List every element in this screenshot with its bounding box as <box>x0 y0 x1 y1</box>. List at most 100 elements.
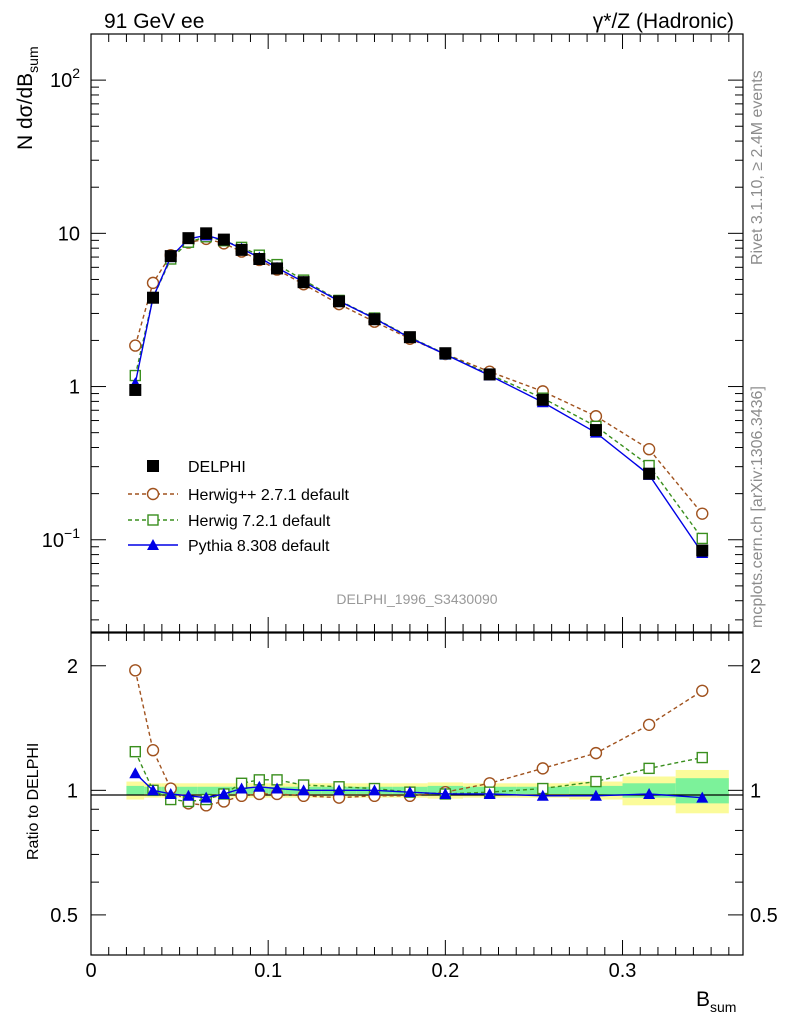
ratio-point <box>271 782 284 794</box>
legend-label: Herwig 7.2.1 default <box>188 513 331 530</box>
data-point <box>589 424 602 437</box>
y-tick-label-base: 10 <box>50 70 72 92</box>
x-tick-label: 0.1 <box>254 960 282 982</box>
data-point <box>182 232 195 245</box>
ratio-point <box>696 684 709 697</box>
data-point <box>235 243 248 256</box>
data-point <box>217 233 230 246</box>
ratio-point <box>696 791 709 803</box>
energy-label: 91 GeV ee <box>104 10 204 33</box>
ratio-point <box>129 664 142 677</box>
ratio-point <box>643 787 656 799</box>
ratio-point <box>590 775 602 788</box>
data-point <box>536 393 549 406</box>
x-axis-title-main: B <box>696 988 710 1011</box>
y-tick-label: 102 <box>50 65 80 92</box>
data-point <box>129 339 142 352</box>
ratio-point <box>200 791 213 803</box>
data-point <box>271 262 284 275</box>
ratio-point <box>536 762 549 775</box>
data-point <box>200 227 213 240</box>
main-y-axis-title-sub: sum <box>25 46 41 72</box>
main-series <box>129 227 709 558</box>
legend-label: Herwig++ 2.7.1 default <box>188 487 350 504</box>
legend: DELPHI Herwig++ 2.7.1 default Herwig 7.2.1… <box>128 459 350 555</box>
data-point <box>146 276 160 290</box>
data-point <box>696 507 709 520</box>
y-tick-label: 1 <box>69 377 80 399</box>
data-point <box>253 252 266 265</box>
ratio-y-tick-label: 2 <box>67 656 78 678</box>
ratio-point <box>589 789 602 801</box>
x-axis-title-sub: sum <box>710 999 736 1015</box>
y-tick-label: 10−1 <box>42 525 80 552</box>
data-point <box>368 313 381 326</box>
main-panel-frame <box>90 33 744 633</box>
ratio-point <box>217 787 230 799</box>
ratio-series <box>129 664 709 812</box>
ratio-point <box>146 744 160 757</box>
ratio-point <box>642 718 656 732</box>
mcplots-label: mcplots.cern.ch [arXiv:1306.3436] <box>749 386 766 628</box>
process-label: γ*/Z (Hadronic) <box>593 10 734 33</box>
legend-label: DELPHI <box>188 459 246 476</box>
ratio-point <box>182 789 195 801</box>
data-point <box>147 291 160 304</box>
ratio-point <box>164 787 177 799</box>
ratio-point <box>368 784 381 796</box>
ratio-point <box>643 762 655 775</box>
main-y-axis-title: N dσ/dBsum <box>14 46 41 150</box>
ratio-point <box>333 784 346 796</box>
ratio-point <box>483 787 496 799</box>
ratio-panel: 0.5 0.5 1 1 2 2 0 0.1 0.2 0.3 <box>50 632 778 982</box>
data-point <box>129 383 142 396</box>
data-point <box>696 532 708 545</box>
ratio-point <box>129 767 142 779</box>
ratio-point <box>696 751 708 764</box>
rivet-label: Rivet 3.1.10, ≥ 2.4M events <box>749 70 766 265</box>
x-tick-label: 0.3 <box>609 960 637 982</box>
ratio-y-tick-label-right: 2 <box>750 656 761 678</box>
y-tick-label-exponent: −1 <box>64 525 80 541</box>
data-point <box>696 544 709 557</box>
data-point <box>642 442 656 456</box>
main-y-axis-title-main: N dσ/dB <box>14 73 37 150</box>
ratio-point <box>253 780 266 792</box>
legend-marker <box>146 487 160 501</box>
data-point <box>483 368 496 381</box>
x-tick-label: 0 <box>85 960 96 982</box>
legend-label: Pythia 8.308 default <box>188 538 330 555</box>
ratio-point <box>439 787 452 799</box>
ratio-point <box>297 784 310 796</box>
data-point <box>643 467 656 480</box>
data-point <box>297 276 310 289</box>
ratio-point <box>235 782 248 794</box>
ratio-point <box>147 784 160 796</box>
analysis-id: DELPHI_1996_S3430090 <box>336 591 497 607</box>
ratio-point <box>536 789 549 801</box>
y-tick-label-base: 10 <box>58 223 80 245</box>
x-tick-label: 0.2 <box>431 960 459 982</box>
data-point <box>333 295 346 308</box>
y-tick-label: 10 <box>58 223 80 245</box>
ratio-y-tick-label-right: 0.5 <box>750 905 778 927</box>
ratio-panel-frame <box>90 632 744 956</box>
ratio-point <box>403 786 416 798</box>
y-tick-label-exponent: 2 <box>72 65 80 81</box>
ratio-y-tick-label-right: 1 <box>750 780 761 802</box>
y-tick-label-base: 1 <box>69 377 80 399</box>
ratio-point <box>129 745 141 758</box>
series-line <box>134 234 703 554</box>
data-point <box>403 331 416 344</box>
legend-marker <box>147 539 159 550</box>
ratio-ticks: 0.5 0.5 1 1 2 2 0 0.1 0.2 0.3 <box>50 633 778 982</box>
data-point <box>589 410 603 423</box>
ratio-point <box>589 746 603 760</box>
ratio-band <box>126 769 729 814</box>
band-inner <box>126 785 145 795</box>
ratio-y-tick-label: 0.5 <box>50 905 78 927</box>
x-axis-title: Bsum <box>696 988 736 1015</box>
